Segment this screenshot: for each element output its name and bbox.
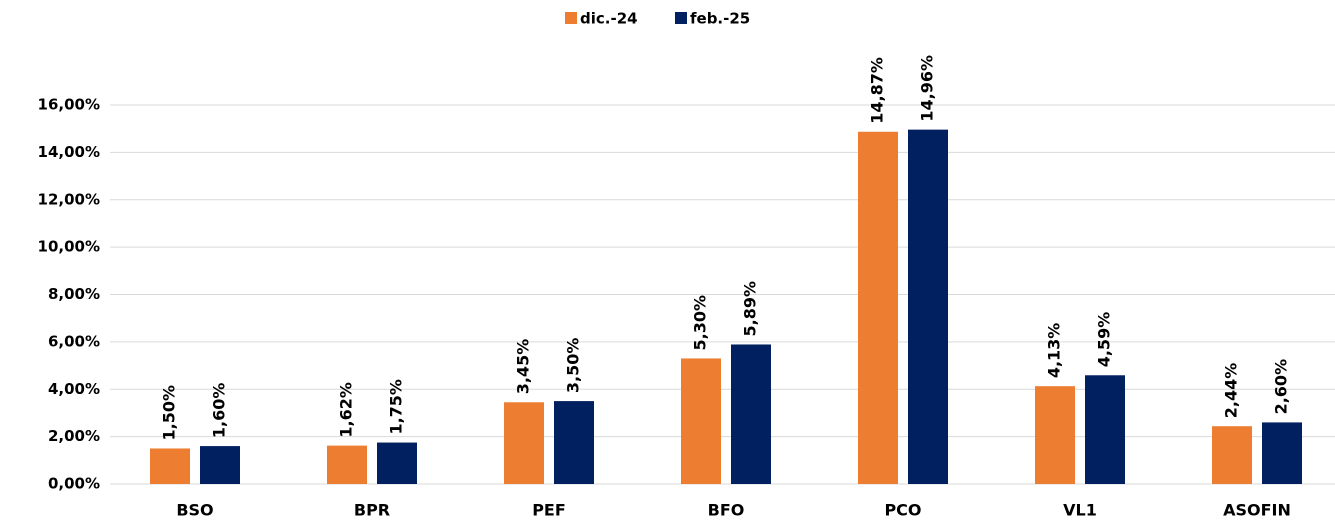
bar xyxy=(858,131,898,484)
data-label: 3,45% xyxy=(514,339,533,395)
bar xyxy=(1085,375,1125,484)
data-label: 1,62% xyxy=(337,382,356,438)
data-label: 1,60% xyxy=(210,383,229,439)
data-label: 5,30% xyxy=(691,295,710,351)
data-label: 14,87% xyxy=(868,57,887,124)
bar xyxy=(1035,386,1075,484)
bar xyxy=(554,401,594,484)
bar xyxy=(327,445,367,484)
bar xyxy=(200,446,240,484)
data-label: 4,59% xyxy=(1095,312,1114,368)
legend-swatch xyxy=(565,12,577,24)
y-tick-label: 0,00% xyxy=(48,475,100,493)
data-label: 3,50% xyxy=(564,338,583,394)
x-tick-label: PCO xyxy=(884,501,921,520)
bar xyxy=(1262,422,1302,484)
legend-label: dic.-24 xyxy=(580,10,638,28)
legend-swatch xyxy=(675,12,687,24)
data-label: 1,75% xyxy=(387,379,406,435)
y-tick-label: 16,00% xyxy=(38,96,100,114)
bar xyxy=(504,402,544,484)
bar xyxy=(150,448,190,484)
bar xyxy=(1212,426,1252,484)
data-label: 1,50% xyxy=(160,385,179,441)
y-tick-label: 4,00% xyxy=(48,380,100,398)
data-label: 2,60% xyxy=(1272,359,1291,415)
y-tick-label: 8,00% xyxy=(48,285,100,303)
data-label: 4,13% xyxy=(1045,323,1064,379)
y-tick-label: 10,00% xyxy=(38,238,100,256)
bar xyxy=(681,358,721,484)
y-tick-label: 6,00% xyxy=(48,332,100,350)
x-tick-label: BPR xyxy=(354,501,390,520)
y-tick-label: 12,00% xyxy=(38,190,100,208)
data-label: 5,89% xyxy=(741,281,760,337)
data-label: 14,96% xyxy=(918,55,937,122)
x-tick-label: ASOFIN xyxy=(1223,501,1291,520)
x-tick-label: BSO xyxy=(176,501,213,520)
x-tick-label: BFO xyxy=(708,501,745,520)
data-label: 2,44% xyxy=(1222,363,1241,419)
legend-label: feb.-25 xyxy=(690,10,750,28)
bar xyxy=(377,442,417,484)
bar xyxy=(731,344,771,484)
bar xyxy=(908,129,948,484)
x-tick-label: PEF xyxy=(532,501,566,520)
y-tick-label: 14,00% xyxy=(38,143,100,161)
x-tick-label: VL1 xyxy=(1063,501,1097,520)
y-tick-label: 2,00% xyxy=(48,427,100,445)
